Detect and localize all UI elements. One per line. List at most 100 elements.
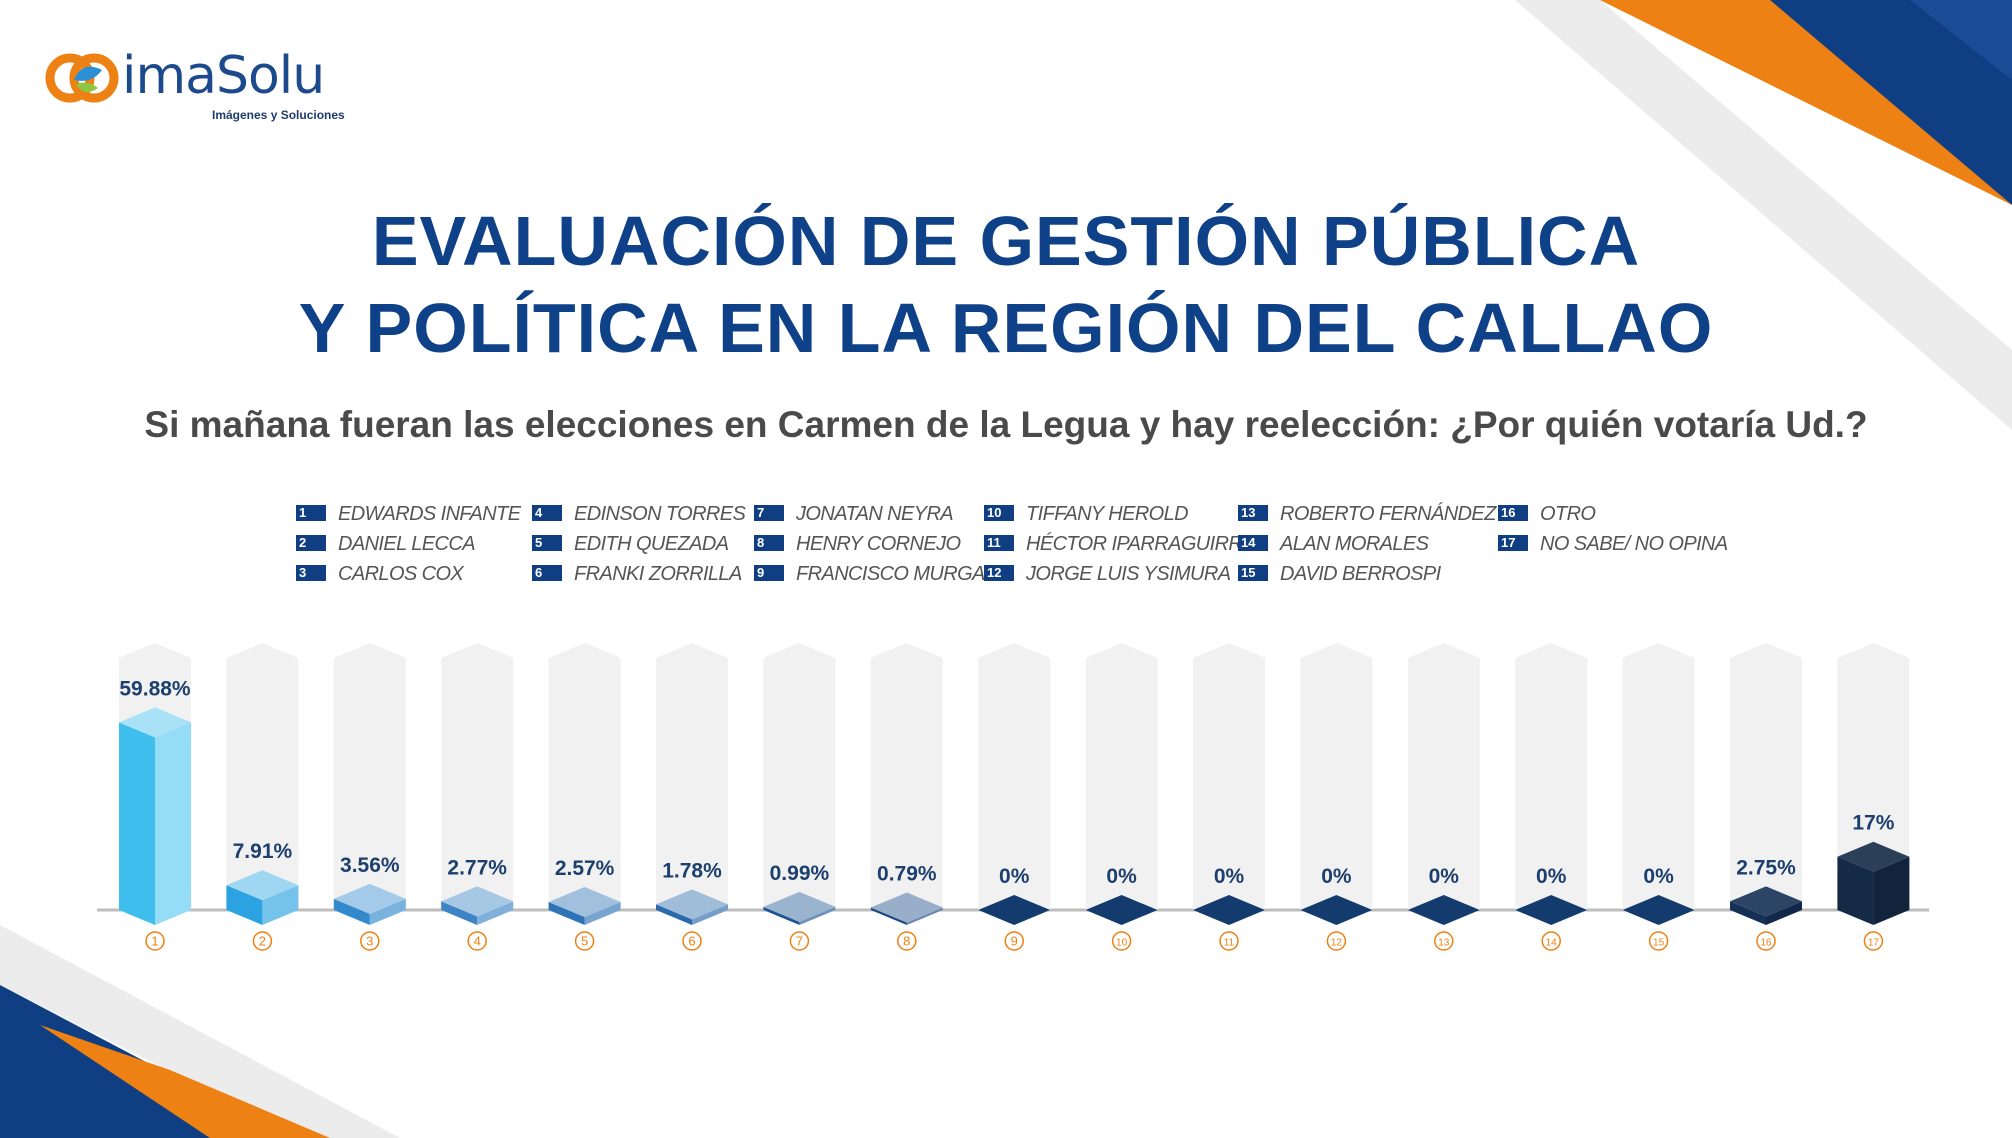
bar-face-left [548,901,585,925]
bar-top [1837,841,1910,872]
legend-label: EDITH QUEZADA [574,533,729,555]
chart-legend: 1 EDWARDS INFANTE 2 DANIEL LECCA 3 CARLOS COX… [296,502,1796,602]
bar-face-left [441,901,478,925]
category-circle [360,931,380,951]
bar-face-left [226,885,263,925]
category-circle [1004,931,1024,951]
legend-number: 9 [754,565,784,581]
bar-face-left [1837,856,1874,925]
legend-label: FRANKI ZORRILLA [574,563,742,585]
legend-number: 4 [532,505,562,521]
legend-label: HENRY CORNEJO [796,533,961,555]
value-label: 0.79% [877,863,937,886]
bar-group: 0% 12 [1300,643,1373,951]
bar-track [1730,643,1802,910]
category-circle [1863,931,1884,951]
bar-group: 7.91% 2 [226,643,299,951]
bar-top [333,883,406,914]
legend-label: JONATAN NEYRA [796,503,954,525]
bar-face-left [870,907,907,925]
bar-track [656,643,728,910]
bar-track [1085,643,1158,910]
bar-group: 1.78% 6 [656,643,728,951]
bar-face-right [799,906,836,925]
bar-face-right [584,901,621,925]
bar-top [1622,895,1695,925]
bar-face-right [155,722,191,925]
bar-face-right [477,901,514,925]
page-title-line-2: Y POLÍTICA EN LA REGIÓN DEL CALLAO [298,289,1714,367]
bar-top [1085,895,1158,925]
category-label: 15 [1653,938,1665,949]
legend-number: 5 [532,535,562,551]
category-circle [1219,931,1239,951]
bar-top [1730,886,1802,917]
bar-top [226,870,299,901]
bar-top [119,707,191,738]
category-circle [252,931,273,951]
legend-label: ROBERTO FERNÁNDEZ [1280,503,1496,525]
bar-track [548,643,621,910]
bar-top [1515,895,1588,925]
bottom-stripe-orange [40,1025,330,1138]
category-label: 5 [581,934,588,949]
legend-label: JORGE LUIS YSIMURA [1026,563,1231,585]
category-circle [1541,931,1561,951]
bar-top [1193,895,1265,925]
legend-number: 7 [754,505,784,521]
value-label: 0.99% [770,862,830,885]
legend-label: FRANCISCO MURGA [796,563,985,585]
bar-face-right [1766,901,1802,925]
legend-number: 14 [1238,535,1268,551]
bar-group: 3.56% 3 [333,643,406,951]
bar-track [978,643,1051,910]
legend-number: 17 [1498,535,1528,551]
bar-group: 59.88% 1 [119,643,191,951]
category-label: 3 [366,934,373,949]
bar-face-right [262,885,299,925]
corner-stripe-grey [1515,0,2012,430]
bar-face-right [369,898,406,925]
category-circle [467,931,487,951]
value-label: 2.57% [555,857,615,880]
bar-top [1300,895,1373,925]
legend-number: 11 [984,535,1014,551]
bar-face-left [333,898,370,925]
brand-name: imaSolu [122,46,325,106]
legend-label: DANIEL LECCA [338,533,476,555]
legend-number: 3 [296,565,326,581]
corner-stripe-navy [1770,0,2012,205]
legend-number: 2 [296,535,326,551]
survey-question: Si mañana fueran las elecciones en Carme… [144,404,1868,445]
category-label: 9 [1011,934,1018,949]
value-label: 59.88% [119,677,191,700]
bar-group: 0% 11 [1193,643,1265,951]
bar-group: 2.75% 16 [1730,643,1802,951]
legend-number: 12 [984,565,1014,581]
bar-group: 0.79% 8 [870,643,943,951]
category-circle [1434,931,1454,951]
legend-number: 16 [1498,505,1528,521]
corner-stripe-orange [1600,0,2012,205]
legend-label: ALAN MORALES [1280,533,1429,555]
corner-stripe-navy-2 [1910,0,2012,80]
bar-group: 17% 17 [1837,643,1910,951]
category-circle [1326,931,1347,951]
bar-track [1622,643,1695,910]
bar-group: 2.57% 5 [548,643,621,951]
category-label: 16 [1760,938,1772,949]
category-label: 2 [259,934,266,949]
bar-face-left [1730,901,1766,925]
bar-track [1837,643,1910,910]
logo-mark-icon [45,53,119,103]
bar-top [441,886,514,917]
bar-track [763,643,836,910]
value-label: 0% [1536,865,1567,888]
bar-group: 0% 13 [1407,643,1480,951]
category-circle [1111,931,1132,951]
category-label: 8 [903,934,910,949]
bar-track [1407,643,1480,910]
category-circle [897,931,917,951]
bar-track [1515,643,1588,910]
bar-face-left [763,906,800,925]
